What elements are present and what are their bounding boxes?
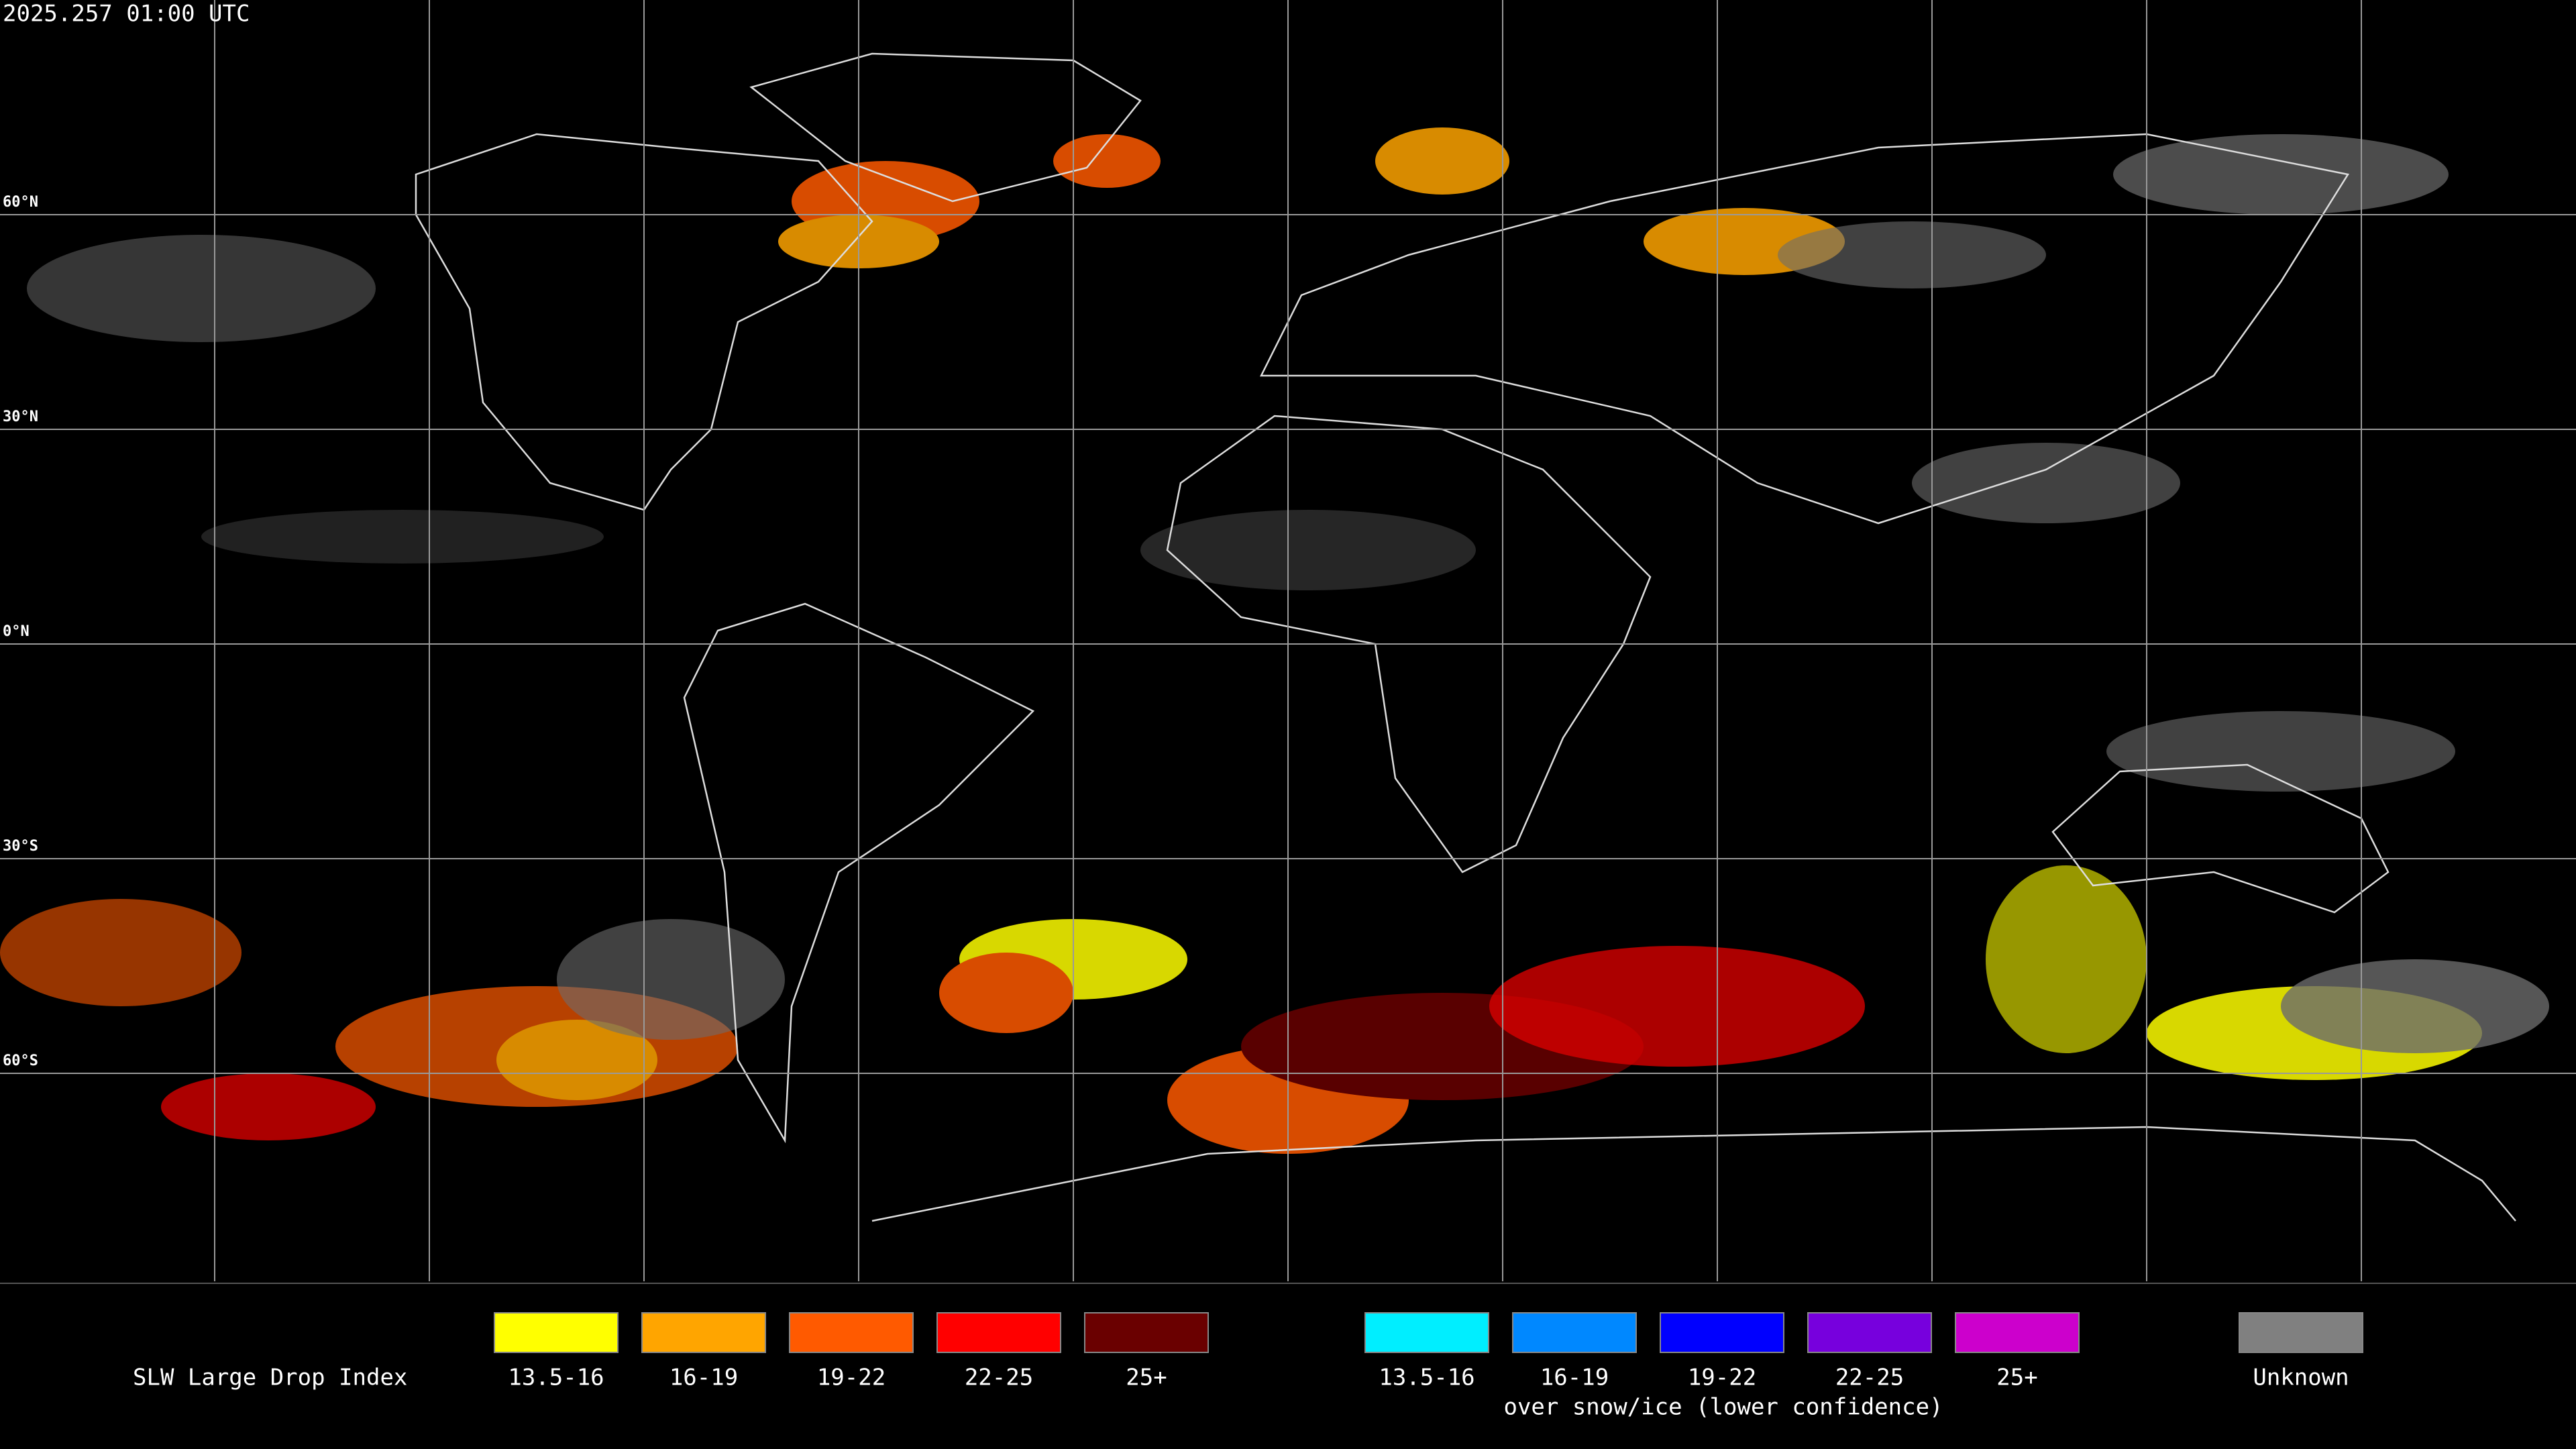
coastline xyxy=(749,52,1142,203)
cloud-blob xyxy=(201,510,604,564)
cloud-field xyxy=(0,127,2549,1154)
cloud-blob xyxy=(1375,127,1509,195)
legend-swatch xyxy=(2239,1312,2363,1353)
cloud-blob xyxy=(2281,959,2549,1053)
legend-label: 16-19 xyxy=(1540,1364,1609,1391)
cloud-blob xyxy=(161,1073,376,1140)
cloud-blob xyxy=(1986,865,2147,1053)
legend-label: Unknown xyxy=(2253,1364,2349,1391)
legend-swatch xyxy=(1807,1312,1932,1353)
cloud-blob xyxy=(1140,510,1476,590)
legend-caption: over snow/ice (lower confidence) xyxy=(1503,1394,1943,1421)
legend-swatch xyxy=(494,1312,619,1353)
legend-label: 13.5-16 xyxy=(508,1364,604,1391)
legend-label: 13.5-16 xyxy=(1379,1364,1474,1391)
latitude-label: 60°N xyxy=(3,194,38,211)
legend-swatch xyxy=(1364,1312,1489,1353)
legend-label: 25+ xyxy=(1126,1364,1167,1391)
legend-swatch xyxy=(789,1312,914,1353)
separator xyxy=(0,1283,2576,1284)
graticule xyxy=(0,0,2576,1281)
timestamp: 2025.257 01:00 UTC xyxy=(3,1,250,28)
legend-label: 22-25 xyxy=(1835,1364,1904,1391)
legend-swatch xyxy=(936,1312,1061,1353)
latitude-label: 60°S xyxy=(3,1053,38,1069)
legend-swatch xyxy=(1512,1312,1637,1353)
coastline xyxy=(2051,763,2390,914)
latitude-label: 30°S xyxy=(3,838,38,855)
latitude-label: 0°N xyxy=(3,623,30,640)
cloud-blob xyxy=(496,1020,657,1100)
cloud-blob xyxy=(2106,711,2455,792)
coastline xyxy=(1166,415,1652,873)
legend-swatch xyxy=(641,1312,766,1353)
latitude-label: 30°N xyxy=(3,409,38,425)
cloud-blob xyxy=(557,919,785,1040)
cloud-blob xyxy=(0,899,241,1006)
cloud-blob xyxy=(1778,221,2046,288)
legend-label: 19-22 xyxy=(817,1364,885,1391)
legend-label: 25+ xyxy=(1996,1364,2037,1391)
legend-label: 22-25 xyxy=(965,1364,1033,1391)
cloud-blob xyxy=(1489,946,1865,1067)
cloud-blob xyxy=(939,953,1073,1033)
cloud-blob xyxy=(1053,134,1161,188)
legend-swatch xyxy=(1084,1312,1209,1353)
coastline xyxy=(683,602,1035,1144)
cloud-blob xyxy=(1912,443,2180,523)
legend-label: 19-22 xyxy=(1688,1364,1756,1391)
legend-swatch xyxy=(1660,1312,1784,1353)
legend-swatch xyxy=(1955,1312,2080,1353)
legend-title: SLW Large Drop Index xyxy=(133,1364,407,1391)
coastline xyxy=(1259,133,2350,525)
legend-label: 16-19 xyxy=(669,1364,738,1391)
cloud-blob xyxy=(2113,134,2449,215)
cloud-blob xyxy=(27,235,376,342)
